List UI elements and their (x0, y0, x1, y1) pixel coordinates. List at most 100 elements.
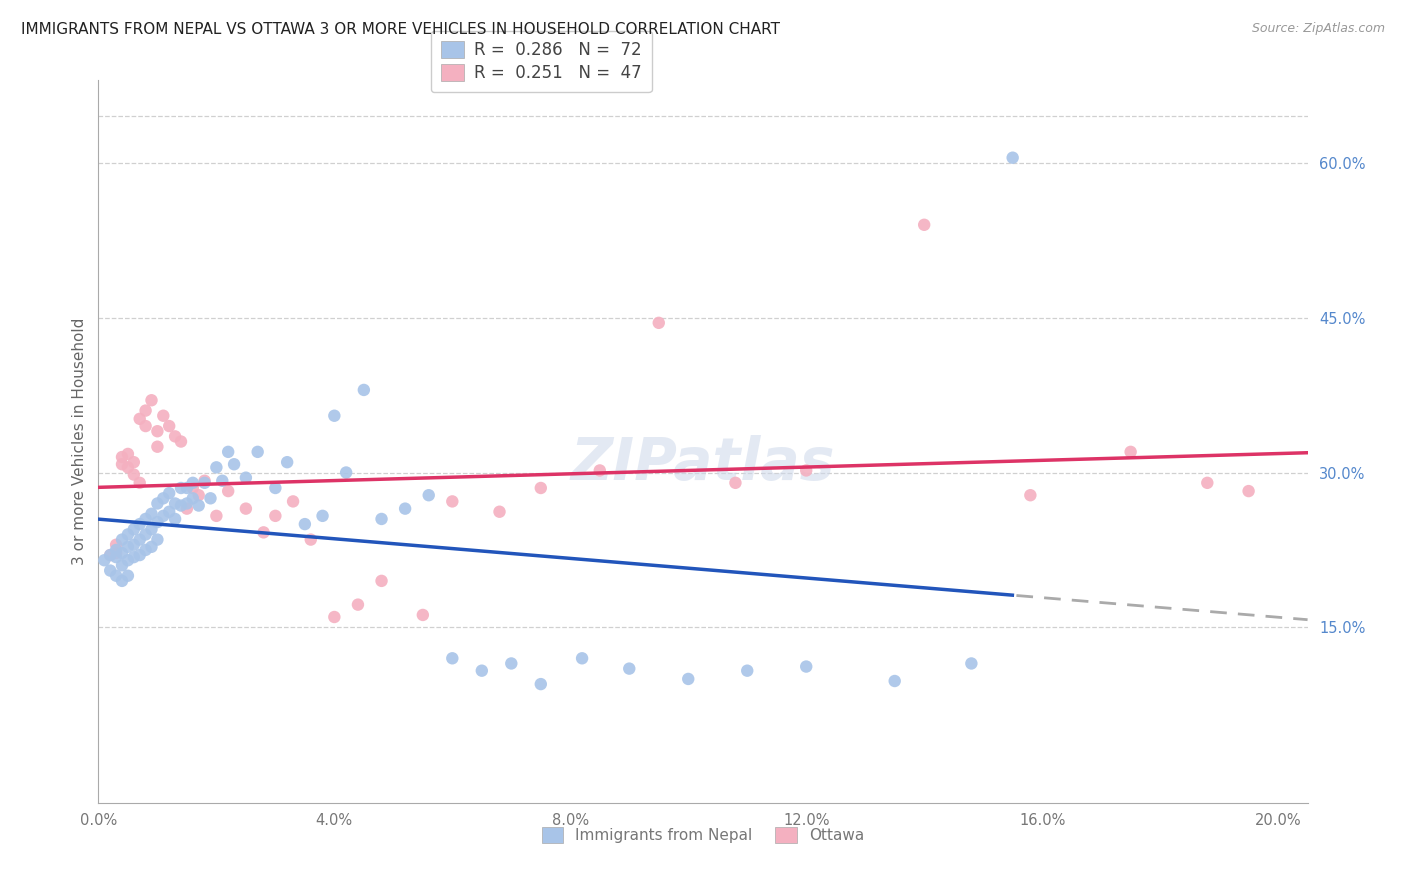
Point (347, 598, 370, 612)
Point (141, 393, 163, 408)
Point (170, 499, 193, 513)
Point (146, 424, 169, 438)
Point (111, 450, 134, 464)
Point (111, 558, 134, 573)
Point (181, 491, 204, 506)
Point (135, 419, 157, 434)
Point (165, 496, 187, 510)
Point (135, 403, 157, 417)
Point (441, 651, 464, 665)
Point (98, 564, 121, 578)
Point (619, 662, 641, 676)
Point (111, 546, 134, 560)
Point (488, 505, 510, 519)
Point (135, 542, 157, 557)
Point (117, 553, 139, 567)
Point (252, 525, 274, 540)
Point (323, 409, 346, 423)
Point (235, 471, 257, 485)
Point (122, 550, 145, 565)
Point (648, 316, 671, 330)
Point (117, 540, 139, 554)
Text: IMMIGRANTS FROM NEPAL VS OTTAWA 3 OR MORE VEHICLES IN HOUSEHOLD CORRELATION CHAR: IMMIGRANTS FROM NEPAL VS OTTAWA 3 OR MOR… (21, 22, 780, 37)
Point (152, 409, 174, 423)
Point (794, 659, 817, 673)
Point (122, 455, 145, 469)
Point (187, 488, 209, 502)
Point (264, 481, 287, 495)
Point (571, 651, 593, 665)
Point (394, 501, 416, 516)
Point (157, 419, 180, 434)
Point (111, 533, 134, 547)
Point (141, 507, 163, 521)
Point (111, 457, 134, 471)
Point (1019, 488, 1042, 502)
Point (105, 538, 128, 552)
Point (471, 664, 494, 678)
Point (370, 512, 392, 526)
Point (264, 508, 287, 523)
Point (294, 517, 316, 532)
Point (105, 542, 128, 557)
Point (335, 466, 357, 480)
Point (1119, 445, 1142, 459)
Point (105, 568, 128, 582)
Text: Source: ZipAtlas.com: Source: ZipAtlas.com (1251, 22, 1385, 36)
Point (276, 455, 298, 469)
Point (170, 434, 193, 449)
Point (98, 548, 121, 562)
Point (235, 501, 257, 516)
Point (152, 508, 174, 523)
Point (135, 527, 157, 541)
Point (441, 494, 464, 508)
Point (1237, 484, 1260, 499)
Point (370, 574, 392, 588)
Point (194, 474, 217, 488)
Point (794, 463, 817, 477)
Point (93, 553, 115, 567)
Point (117, 527, 139, 541)
Point (187, 499, 209, 513)
Point (146, 533, 169, 547)
Point (146, 440, 169, 454)
Point (128, 533, 150, 547)
Point (530, 677, 553, 691)
Legend: Immigrants from Nepal, Ottawa: Immigrants from Nepal, Ottawa (536, 822, 870, 849)
Point (217, 445, 239, 459)
Point (194, 475, 217, 490)
Point (128, 548, 150, 562)
Point (412, 607, 434, 622)
Point (1197, 475, 1219, 490)
Point (912, 218, 935, 232)
Point (170, 481, 193, 495)
Point (157, 486, 180, 500)
Point (181, 481, 204, 495)
Point (117, 447, 139, 461)
Point (281, 494, 304, 508)
Point (135, 512, 157, 526)
Point (122, 538, 145, 552)
Point (418, 488, 440, 502)
Point (141, 540, 163, 554)
Point (176, 496, 198, 510)
Point (1001, 151, 1024, 165)
Point (152, 491, 174, 506)
Point (146, 515, 169, 529)
Point (141, 522, 163, 536)
Point (165, 429, 187, 443)
Point (678, 672, 700, 686)
Point (111, 574, 134, 588)
Point (589, 463, 612, 477)
Point (176, 481, 198, 495)
Point (128, 412, 150, 426)
Point (176, 501, 198, 516)
Point (353, 383, 375, 397)
Point (117, 568, 139, 582)
Point (200, 491, 222, 506)
Point (530, 481, 553, 495)
Text: ZIPatlas: ZIPatlas (571, 434, 835, 491)
Point (735, 664, 758, 678)
Point (122, 522, 145, 536)
Point (299, 533, 322, 547)
